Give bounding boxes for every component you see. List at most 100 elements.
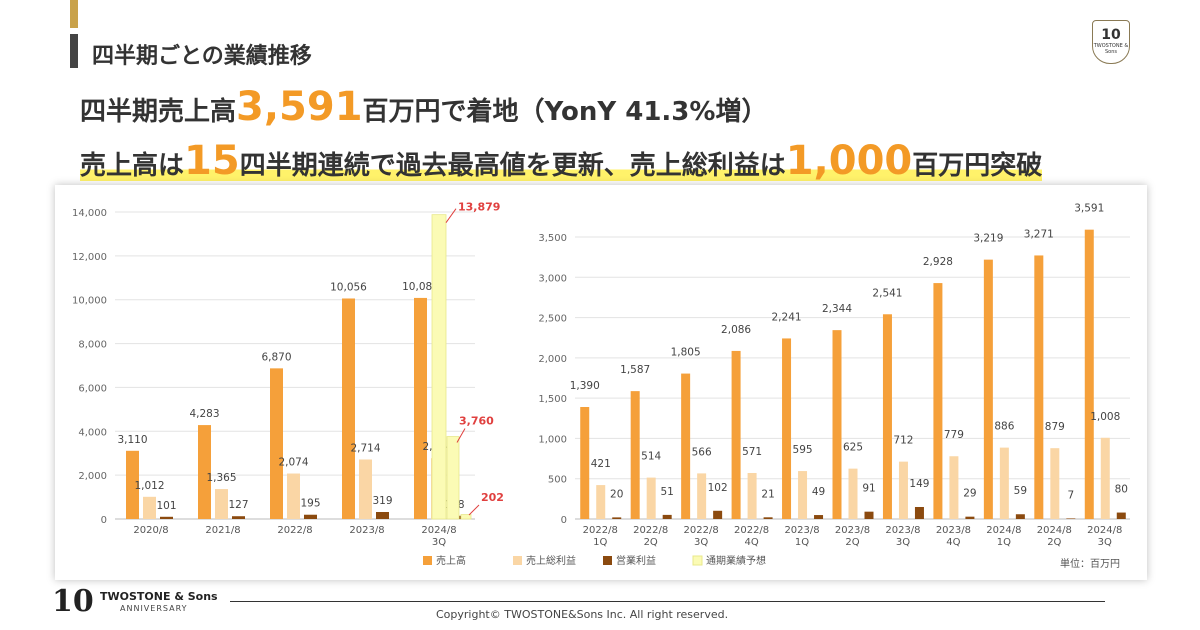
x-tick-label: 3Q: [432, 537, 446, 548]
bar-operating-profit: [160, 516, 173, 519]
legend-label: 売上高: [436, 554, 466, 567]
data-label: 2,241: [772, 311, 802, 323]
headline1-value: 3,591: [236, 84, 363, 130]
title-marker: [70, 34, 78, 68]
bar-sales: [933, 283, 943, 519]
data-label: 3,219: [973, 233, 1003, 245]
data-label: 21: [761, 488, 774, 500]
bar-sales: [832, 330, 842, 519]
y-tick-label: 3,000: [538, 273, 567, 284]
x-tick-label: 2022/8: [633, 525, 668, 536]
legend-swatch: [603, 556, 612, 565]
bar-gross-profit: [848, 468, 858, 519]
data-label: 101: [156, 500, 176, 512]
data-label: 49: [812, 486, 825, 498]
top-accent-bar: [70, 0, 78, 28]
bar-operating-profit: [965, 516, 975, 519]
data-label: 2,074: [278, 457, 308, 469]
y-tick-label: 8,000: [78, 340, 107, 351]
x-tick-label: 4Q: [946, 537, 960, 548]
data-label: 195: [300, 498, 320, 510]
x-tick-label: 2024/8: [1087, 525, 1122, 536]
bar-forecast-operating-profit: [460, 514, 472, 520]
bar-gross-profit: [1050, 448, 1060, 519]
data-label: 2,086: [721, 324, 751, 336]
data-label: 712: [893, 435, 913, 447]
bar-sales: [126, 450, 139, 519]
headline-records: 売上高は15四半期連続で過去最高値を更新、売上総利益は1,000百万円突破: [80, 138, 1043, 184]
bar-forecast-gross-profit: [446, 436, 460, 520]
data-label: 879: [1045, 421, 1065, 433]
data-label: 2,541: [872, 287, 902, 299]
bar-gross-profit: [949, 456, 959, 519]
bar-gross-profit: [747, 472, 757, 519]
data-label: 127: [228, 499, 248, 511]
headline-revenue: 四半期売上高3,591百万円で着地（YonY 41.3%増）: [80, 84, 767, 130]
x-tick-label: 4Q: [744, 537, 758, 548]
bar-operating-profit: [1015, 514, 1025, 519]
x-tick-label: 2023/8: [784, 525, 819, 536]
page-title: 四半期ごとの業績推移: [92, 44, 312, 69]
x-tick-label: 2024/8: [1037, 525, 1072, 536]
data-label: 595: [793, 444, 813, 456]
bar-gross-profit: [798, 471, 808, 519]
headline2-value2: 1,000: [785, 138, 913, 184]
x-tick-label: 1Q: [795, 537, 809, 548]
bar-operating-profit: [376, 512, 389, 519]
bar-operating-profit: [914, 506, 924, 519]
bar-sales: [342, 298, 355, 519]
y-tick-label: 500: [548, 475, 567, 486]
y-tick-label: 0: [101, 515, 107, 526]
data-label: 571: [742, 446, 762, 458]
bar-gross-profit: [359, 459, 372, 519]
x-tick-label: 2022/8: [684, 525, 719, 536]
bar-gross-profit: [646, 477, 656, 519]
x-tick-label: 2021/8: [205, 525, 240, 536]
copyright: Copyright© TWOSTONE&Sons Inc. All right …: [436, 608, 729, 621]
data-label: 3,110: [117, 434, 147, 446]
data-label: 421: [591, 458, 611, 470]
data-label: 1,390: [570, 380, 600, 392]
y-tick-label: 14,000: [72, 208, 107, 219]
x-tick-label: 2Q: [644, 537, 658, 548]
chart-panel: 0 2,000 4,000 6,000 8,000 10,000 12,000 14,000 3…: [55, 185, 1147, 580]
data-label: 149: [909, 478, 929, 490]
data-label: 20: [610, 488, 623, 500]
data-label: 10,082: [402, 281, 439, 293]
x-tick-label: 2022/8: [734, 525, 769, 536]
bar-sales: [198, 425, 211, 519]
headline2-highlight: 売上高は15四半期連続で過去最高値を更新、売上総利益は1,000百万円突破: [80, 138, 1043, 184]
x-tick-label: 2020/8: [133, 525, 168, 536]
bar-operating-profit: [814, 515, 824, 519]
bar-operating-profit: [304, 514, 317, 519]
footer-brand: TWOSTONE & Sons: [100, 590, 218, 603]
forecast-label-operating-profit: 202: [481, 491, 504, 504]
data-label: 3,271: [1024, 228, 1054, 240]
bar-sales: [1034, 255, 1044, 519]
footer-logo: 10: [52, 584, 94, 619]
data-label: 91: [862, 483, 875, 495]
data-label: 319: [372, 495, 392, 507]
x-tick-label: 2Q: [1047, 537, 1061, 548]
y-tick-label: 12,000: [72, 252, 107, 263]
y-tick-label: 1,500: [538, 394, 567, 405]
footer-anniversary: ANNIVERSARY: [120, 604, 188, 613]
bar-gross-profit: [999, 447, 1009, 519]
legend-label: 売上総利益: [526, 554, 576, 567]
data-label: 29: [963, 488, 976, 500]
bar-sales: [782, 338, 792, 519]
bar-operating-profit: [662, 514, 672, 519]
data-label: 1,805: [671, 347, 701, 359]
data-label: 886: [994, 421, 1014, 433]
bar-sales: [731, 350, 741, 519]
headline1-prefix: 四半期売上高: [80, 97, 237, 127]
bar-gross-profit: [287, 473, 300, 519]
data-label: 3,591: [1074, 203, 1104, 215]
bar-sales: [580, 407, 590, 519]
data-label: 566: [692, 446, 712, 458]
bar-operating-profit: [1116, 512, 1126, 519]
data-label: 625: [843, 442, 863, 454]
x-tick-label: 2024/8: [421, 525, 456, 536]
y-tick-label: 2,500: [538, 314, 567, 325]
data-label: 1,587: [620, 364, 650, 376]
